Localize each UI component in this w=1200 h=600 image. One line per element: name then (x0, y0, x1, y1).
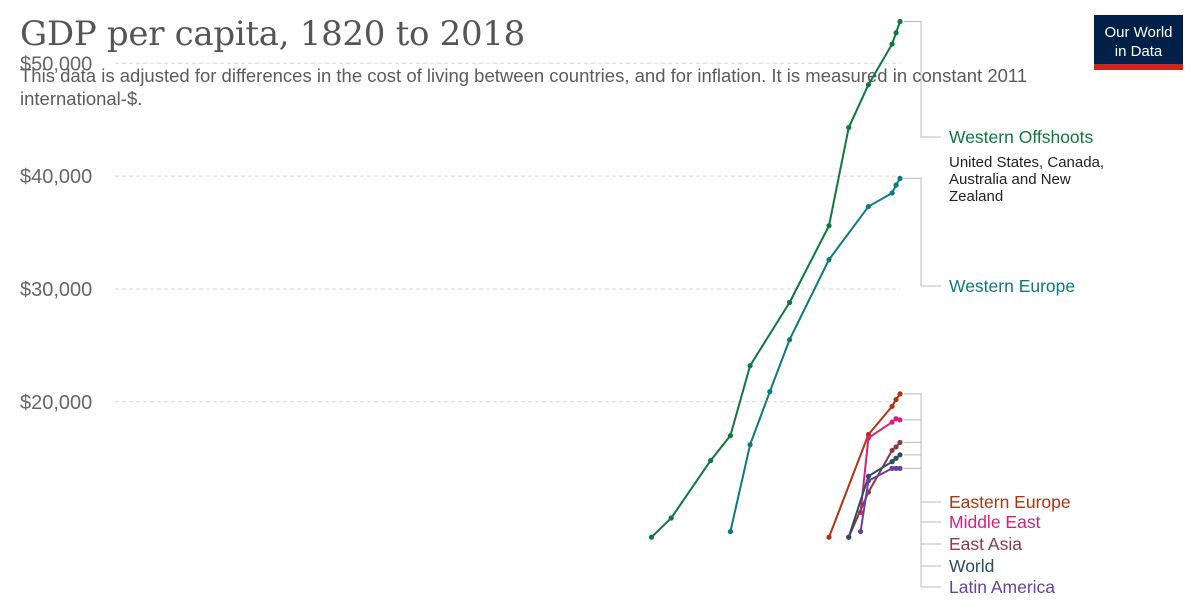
series-label-world[interactable]: World (949, 556, 994, 576)
label-connector-latin-america (904, 467, 941, 588)
data-point-world[interactable] (865, 473, 872, 479)
data-point-western-offshoots[interactable] (893, 30, 899, 36)
y-tick-label: $30,000 (20, 279, 92, 301)
series-label-latin-america[interactable]: Latin America (949, 577, 1055, 597)
owid-logo[interactable]: Our World in Data (1094, 15, 1183, 70)
data-point-western-offshoots[interactable] (747, 363, 753, 369)
data-point-latin-america[interactable] (893, 465, 899, 471)
data-point-world[interactable] (889, 459, 895, 465)
y-tick-label: $20,000 (20, 392, 92, 414)
data-point-western-europe[interactable] (727, 528, 733, 535)
series-label-middle-east[interactable]: Middle East (949, 512, 1041, 532)
label-connector-eastern-europe (904, 393, 941, 503)
data-point-latin-america[interactable] (889, 465, 895, 471)
series-label-western-offshoots[interactable]: Western Offshoots (949, 127, 1094, 147)
data-point-western-offshoots[interactable] (897, 18, 903, 25)
data-point-western-offshoots[interactable] (865, 82, 872, 88)
data-point-western-offshoots[interactable] (727, 433, 733, 439)
series-line-east-asia[interactable] (847, 441, 901, 538)
data-point-western-offshoots[interactable] (889, 41, 895, 47)
data-point-western-europe[interactable] (767, 389, 773, 395)
series-note-western-offshoots: United States, Canada, (949, 154, 1104, 171)
data-point-latin-america[interactable] (865, 478, 872, 484)
chart-title: GDP per capita, 1820 to 2018 (20, 14, 525, 54)
logo-line-1: Our World (1104, 24, 1173, 41)
y-tick-label: $40,000 (20, 166, 92, 188)
y-tick-label: $50,000 (20, 53, 92, 75)
data-point-western-offshoots[interactable] (826, 223, 832, 229)
series-label-eastern-europe[interactable]: Eastern Europe (949, 492, 1071, 512)
data-point-western-europe[interactable] (826, 257, 832, 263)
data-point-latin-america[interactable] (897, 465, 903, 471)
data-point-middle-east[interactable] (865, 435, 872, 441)
label-connector-world (904, 454, 941, 567)
data-point-east-asia[interactable] (897, 439, 903, 446)
data-point-western-europe[interactable] (893, 182, 899, 188)
chart-subtitle: This data is adjusted for differences in… (20, 65, 1028, 109)
data-point-western-europe[interactable] (786, 337, 793, 343)
data-point-middle-east[interactable] (889, 419, 895, 425)
data-point-east-asia[interactable] (889, 447, 895, 453)
data-point-western-offshoots[interactable] (708, 457, 714, 464)
series-note-western-offshoots: Zealand (949, 188, 1003, 205)
series-label-western-europe[interactable]: Western Europe (949, 276, 1075, 296)
data-point-eastern-europe[interactable] (889, 403, 895, 409)
data-point-western-europe[interactable] (747, 442, 753, 448)
data-point-western-offshoots[interactable] (786, 299, 793, 306)
series-line-western-offshoots[interactable] (650, 21, 901, 538)
data-point-western-europe[interactable] (897, 175, 903, 181)
data-point-eastern-europe[interactable] (893, 396, 899, 403)
label-connector-western-offshoots (904, 20, 941, 138)
data-point-western-offshoots[interactable] (846, 124, 852, 131)
data-point-world[interactable] (897, 452, 903, 458)
data-point-east-asia[interactable] (893, 444, 899, 450)
label-connector-western-europe (904, 177, 941, 287)
data-point-western-offshoots[interactable] (668, 515, 674, 521)
series-line-eastern-europe[interactable] (828, 393, 901, 538)
data-point-middle-east[interactable] (893, 416, 899, 422)
series-note-western-offshoots: Australia and New (949, 171, 1071, 188)
data-point-world[interactable] (893, 455, 899, 461)
data-point-western-europe[interactable] (889, 190, 895, 196)
data-point-eastern-europe[interactable] (897, 391, 903, 397)
data-point-western-europe[interactable] (865, 203, 872, 210)
label-connector-middle-east (904, 419, 941, 523)
data-point-world[interactable] (846, 534, 852, 540)
label-connector-east-asia (904, 441, 941, 545)
data-point-latin-america[interactable] (857, 528, 864, 535)
logo-line-2: in Data (1114, 43, 1163, 60)
series-label-east-asia[interactable]: East Asia (949, 534, 1022, 554)
data-point-eastern-europe[interactable] (826, 534, 832, 540)
data-point-middle-east[interactable] (897, 417, 903, 423)
data-point-western-offshoots[interactable] (648, 534, 655, 540)
